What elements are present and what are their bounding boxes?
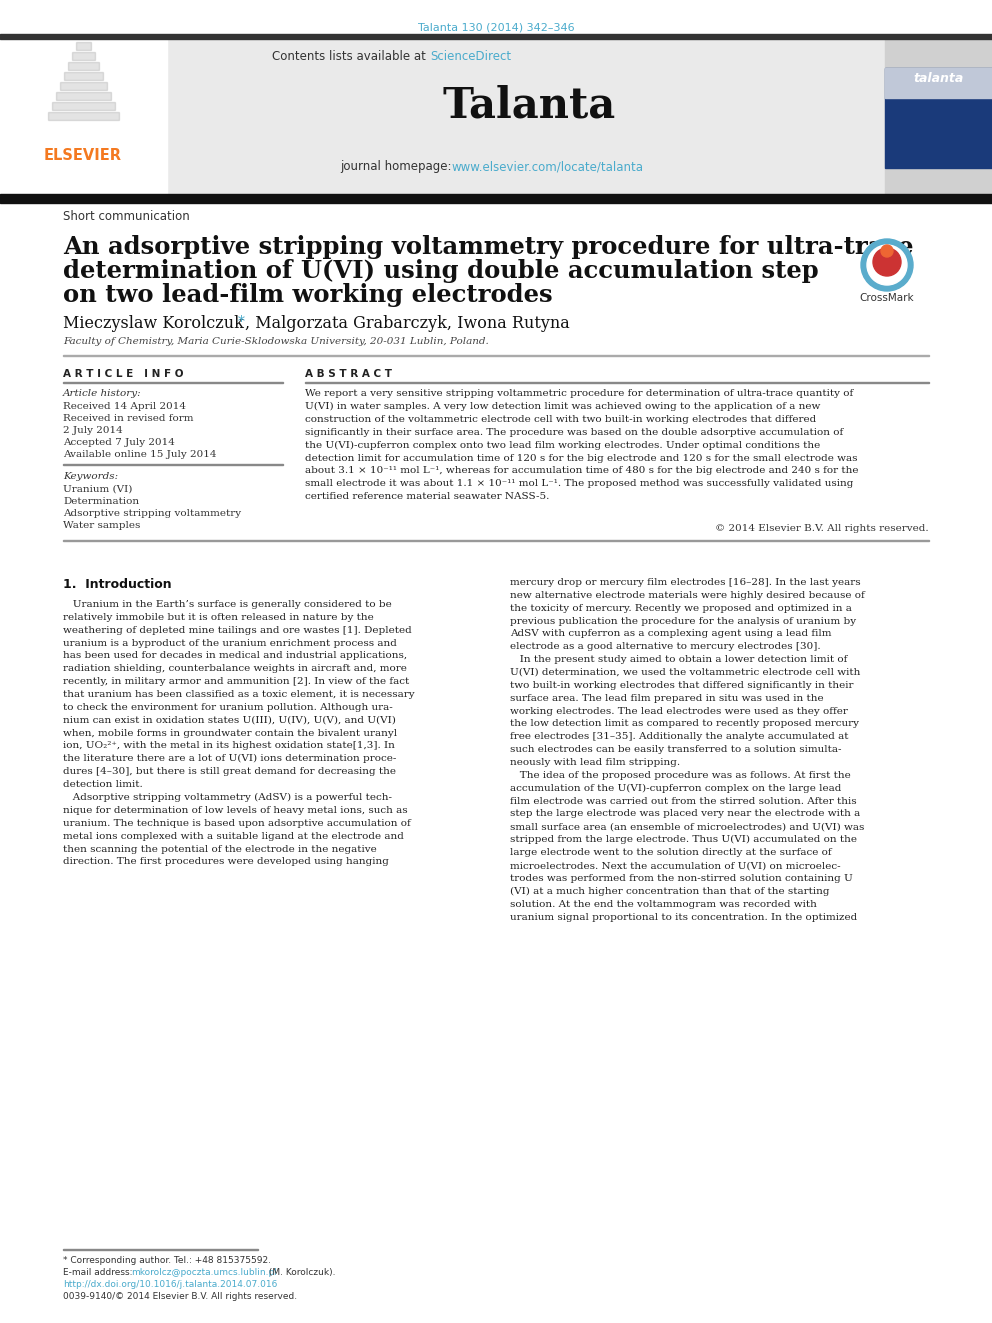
Text: Article history:: Article history: <box>63 389 142 398</box>
Bar <box>68 62 99 70</box>
Bar <box>60 82 107 90</box>
Bar <box>0 194 992 202</box>
Text: Contents lists available at: Contents lists available at <box>273 50 430 64</box>
Bar <box>76 42 91 50</box>
Text: Uranium in the Earth’s surface is generally considered to be
relatively immobile: Uranium in the Earth’s surface is genera… <box>63 601 415 867</box>
Text: *: * <box>238 315 245 329</box>
Text: ELSEVIER: ELSEVIER <box>44 148 122 163</box>
Text: Adsorptive stripping voltammetry: Adsorptive stripping voltammetry <box>63 509 241 519</box>
Text: Keywords:: Keywords: <box>63 472 118 482</box>
Text: 2 July 2014: 2 July 2014 <box>63 426 123 435</box>
Text: (M. Korolczuk).: (M. Korolczuk). <box>266 1267 335 1277</box>
Text: Short communication: Short communication <box>63 210 189 224</box>
Text: www.elsevier.com/locate/talanta: www.elsevier.com/locate/talanta <box>451 160 643 173</box>
Bar <box>167 38 885 194</box>
Text: determination of U(VI) using double accumulation step: determination of U(VI) using double accu… <box>63 259 818 283</box>
Bar <box>48 112 119 120</box>
Text: 0039-9140/© 2014 Elsevier B.V. All rights reserved.: 0039-9140/© 2014 Elsevier B.V. All right… <box>63 1293 298 1301</box>
Text: Talanta: Talanta <box>442 85 616 127</box>
Text: A R T I C L E   I N F O: A R T I C L E I N F O <box>63 369 184 378</box>
Text: CrossMark: CrossMark <box>859 292 914 303</box>
Bar <box>0 34 992 38</box>
Text: Water samples: Water samples <box>63 521 141 531</box>
Text: E-mail address:: E-mail address: <box>63 1267 135 1277</box>
Text: Uranium (VI): Uranium (VI) <box>63 486 132 493</box>
Text: 1.  Introduction: 1. Introduction <box>63 578 172 591</box>
Bar <box>56 93 111 101</box>
Text: Talanta 130 (2014) 342–346: Talanta 130 (2014) 342–346 <box>418 22 574 32</box>
Text: journal homepage:: journal homepage: <box>340 160 455 173</box>
Text: http://dx.doi.org/10.1016/j.talanta.2014.07.016: http://dx.doi.org/10.1016/j.talanta.2014… <box>63 1279 278 1289</box>
Text: , Malgorzata Grabarczyk, Iwona Rutyna: , Malgorzata Grabarczyk, Iwona Rutyna <box>245 315 569 332</box>
Text: An adsorptive stripping voltammetry procedure for ultra-trace: An adsorptive stripping voltammetry proc… <box>63 235 914 259</box>
Text: © 2014 Elsevier B.V. All rights reserved.: © 2014 Elsevier B.V. All rights reserved… <box>715 524 929 533</box>
Bar <box>52 102 115 110</box>
Text: Determination: Determination <box>63 497 139 505</box>
Circle shape <box>873 247 901 277</box>
Bar <box>885 38 992 194</box>
Bar <box>885 67 992 168</box>
Text: talanta: talanta <box>914 71 964 85</box>
Text: Faculty of Chemistry, Maria Curie-Sklodowska University, 20-031 Lublin, Poland.: Faculty of Chemistry, Maria Curie-Sklodo… <box>63 337 489 347</box>
Text: on two lead-film working electrodes: on two lead-film working electrodes <box>63 283 553 307</box>
Text: * Corresponding author. Tel.: +48 815375592.: * Corresponding author. Tel.: +48 815375… <box>63 1256 271 1265</box>
Bar <box>72 52 95 60</box>
Bar <box>25 42 145 147</box>
Text: Mieczyslaw Korolczuk: Mieczyslaw Korolczuk <box>63 315 244 332</box>
Bar <box>64 71 103 79</box>
Text: Available online 15 July 2014: Available online 15 July 2014 <box>63 450 216 459</box>
Circle shape <box>867 245 907 284</box>
Text: mkorolcz@poczta.umcs.lublin.pl: mkorolcz@poczta.umcs.lublin.pl <box>131 1267 277 1277</box>
Circle shape <box>861 239 913 291</box>
Bar <box>885 67 992 98</box>
Text: ScienceDirect: ScienceDirect <box>430 50 511 64</box>
Text: mercury drop or mercury film electrodes [16–28]. In the last years
new alternati: mercury drop or mercury film electrodes … <box>510 578 865 922</box>
Text: Received 14 April 2014: Received 14 April 2014 <box>63 402 186 411</box>
Circle shape <box>881 245 893 257</box>
Text: Accepted 7 July 2014: Accepted 7 July 2014 <box>63 438 175 447</box>
Text: A B S T R A C T: A B S T R A C T <box>305 369 392 378</box>
Text: We report a very sensitive stripping voltammetric procedure for determination of: We report a very sensitive stripping vol… <box>305 389 858 501</box>
Text: Received in revised form: Received in revised form <box>63 414 193 423</box>
Bar <box>0 38 167 194</box>
